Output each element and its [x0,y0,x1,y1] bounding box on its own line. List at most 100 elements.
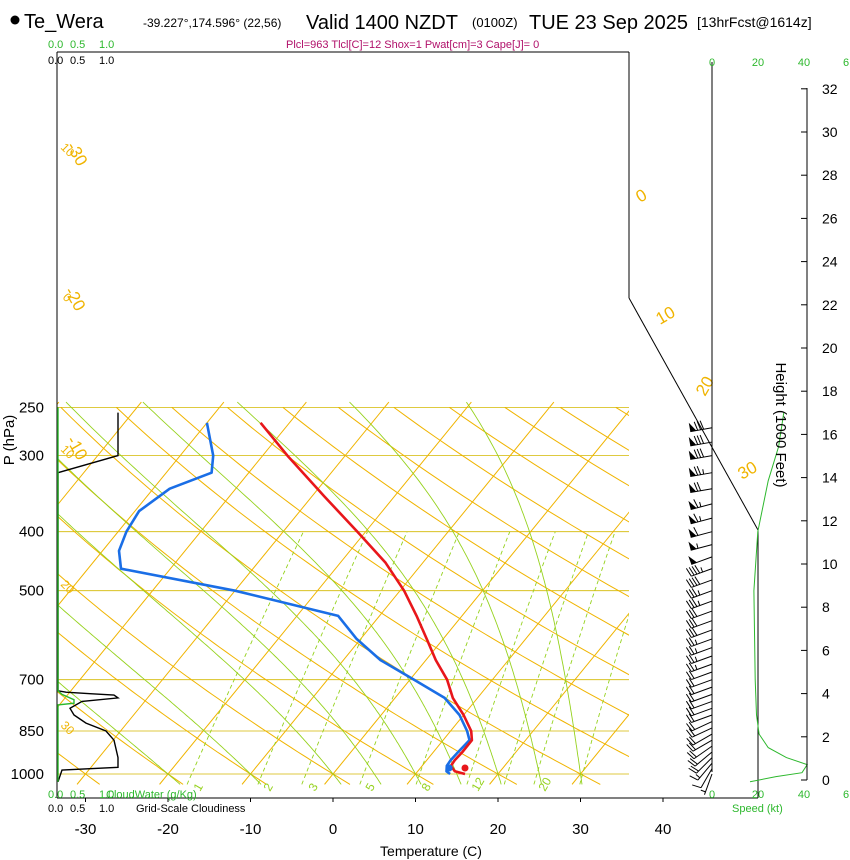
mixing-ratio-line [533,531,616,785]
wind-barb-flag [699,448,705,458]
pressure-tick-label: 700 [19,672,44,689]
dry-adiabat-line [57,690,184,785]
dry-adiabat-line [57,458,518,785]
wind-barb-flag [691,577,698,586]
wind-barb-flag [693,482,699,492]
wind-barb-half-flag [694,656,698,662]
wind-barb-flag [691,618,698,627]
height-tick-label: 32 [822,81,838,97]
wind-barb [686,739,713,752]
wind-barb-staff [691,638,713,647]
height-tick-label: 30 [822,124,838,140]
wind-barb-staff [691,655,713,664]
speed-top-tick: 0 [709,57,715,69]
wind-barb-pennant [688,467,697,477]
wind-barb [688,541,713,551]
thermo-grid [57,401,850,785]
mixing-ratio-label: 2 [260,780,276,793]
cloudwater-top-tick: 1.0 [99,39,114,51]
pressure-tick-label: 500 [19,583,44,600]
pressure-tick-label: 250 [19,399,44,416]
dry-adiabat-line [393,406,629,560]
moist-adiabat-line [65,401,422,785]
wind-barb-staff [691,579,713,588]
wind-barb-flag [690,765,699,772]
height-tick-label: 22 [822,297,838,313]
dewpoint-line [117,422,471,776]
wind-barb-flag [694,565,701,574]
wind-barb-staff [704,773,713,795]
wind-barb-flag [685,700,692,710]
temperature-tick-label: -10 [240,821,262,838]
wind-barb-flag [688,662,695,671]
wind-barb-half-flag [699,516,702,522]
wind-barb-flag [686,729,693,738]
utc-time: (0100Z) [472,15,518,30]
mixing-ratio-label: 12 [468,775,487,794]
wind-barb-flag [688,589,695,598]
height-tick-label: 4 [822,686,830,702]
wind-barb-flag [688,578,695,587]
wind-barb-flag [696,421,702,430]
wind-barb-flag [699,434,705,444]
wind-barb-flag [685,629,692,638]
wind-barb-staff [691,671,713,681]
height-axis-label: Height (1000 Feet) [772,362,789,487]
isotherm-line [159,401,472,785]
wind-barb [688,434,713,447]
speed-bottom-tick: 0 [709,789,715,801]
height-tick-label: 26 [822,210,838,226]
station-marker-icon [10,15,20,25]
wind-barb-half-flag [702,469,705,475]
wind-barb-flag [688,692,695,702]
moist-adiabat-line [349,401,542,785]
wind-barb [685,670,713,681]
wind-barb-flag [696,435,702,445]
wind-barb-flag [685,707,692,717]
wind-barb [700,773,713,795]
wind-barb-flag [686,744,694,752]
temperature-tick-label: -20 [157,821,179,838]
dry-adiabat-line [227,407,629,676]
wind-barb-flag [685,610,692,619]
wind-barb-flag [688,699,695,709]
wind-barb-flag [688,619,695,628]
wind-barb-flag [691,566,698,575]
cloudwater-top-tick: 0.5 [70,39,85,51]
temperature-line [259,421,474,776]
wind-barb [685,685,713,696]
wind-barb-flag [688,721,696,730]
wind-barb [685,654,713,664]
isotherm-line [76,401,390,785]
wind-barb-half-flag [700,789,706,793]
wind-barb [692,768,713,789]
cloudiness-top-tick: 1.0 [99,55,114,67]
wind-barb [688,527,713,538]
pressure-tick-label: 850 [19,723,44,740]
wind-barb-half-flag [697,590,701,596]
sounding-curves [117,421,474,776]
wind-barb-staff [697,762,713,781]
cloudiness-bottom-tick: 1.0 [99,803,114,815]
cloudwater-bottom-tick: 1.0 [99,789,114,801]
height-tick-label: 12 [822,513,838,529]
forecast-date: TUE 23 Sep 2025 [529,12,688,34]
wind-barb-flag [688,646,695,655]
mixing-ratio-line [301,531,408,785]
wind-barb [685,699,713,710]
dry-adiabat-line [449,406,629,523]
cloudwater-bottom-tick: 0.5 [70,789,85,801]
wind-barb-flag [685,647,692,656]
dry-adiabat-line [838,407,850,784]
wind-barb [685,598,713,610]
wind-barb-staff [691,679,713,688]
wind-barb-staff [691,600,713,610]
wind-barb-flag [688,713,695,722]
wind-barb [688,482,713,494]
wind-barb-flag [696,482,702,491]
mixing-ratio-line [359,531,460,785]
wind-barb-flag [688,599,695,608]
wind-barb-staff [691,568,713,577]
wind-barb-pennant [688,500,697,510]
temperature-tick-label: 20 [490,821,507,838]
